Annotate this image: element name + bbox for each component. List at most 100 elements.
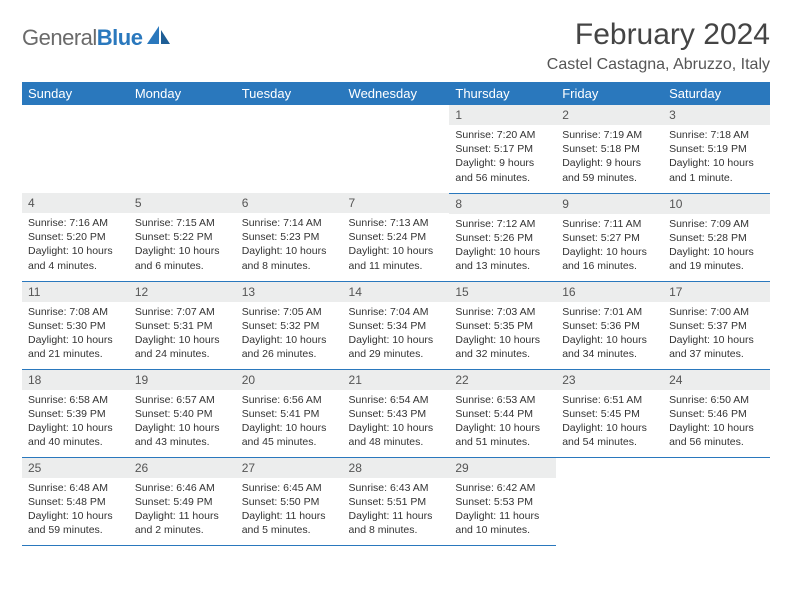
calendar-day [343,105,450,193]
day-details: Sunrise: 7:05 AMSunset: 5:32 PMDaylight:… [236,302,343,366]
daylight-text: Daylight: 10 hours and 34 minutes. [562,333,657,361]
sunset-text: Sunset: 5:28 PM [669,231,764,245]
day-number: 10 [663,194,770,214]
calendar-day: 16Sunrise: 7:01 AMSunset: 5:36 PMDayligh… [556,281,663,369]
daylight-text: Daylight: 9 hours and 59 minutes. [562,156,657,184]
brand-blue: Blue [97,25,143,50]
sunset-text: Sunset: 5:40 PM [135,407,230,421]
day-details: Sunrise: 7:04 AMSunset: 5:34 PMDaylight:… [343,302,450,366]
day-details: Sunrise: 7:14 AMSunset: 5:23 PMDaylight:… [236,213,343,277]
day-details: Sunrise: 7:19 AMSunset: 5:18 PMDaylight:… [556,125,663,189]
calendar-day: 24Sunrise: 6:50 AMSunset: 5:46 PMDayligh… [663,369,770,457]
location-subtitle: Castel Castagna, Abruzzo, Italy [547,56,770,74]
calendar-day [22,105,129,193]
calendar-day: 9Sunrise: 7:11 AMSunset: 5:27 PMDaylight… [556,193,663,281]
sunset-text: Sunset: 5:32 PM [242,319,337,333]
sunset-text: Sunset: 5:23 PM [242,230,337,244]
calendar-day: 27Sunrise: 6:45 AMSunset: 5:50 PMDayligh… [236,457,343,545]
calendar-day [129,105,236,193]
calendar-day: 12Sunrise: 7:07 AMSunset: 5:31 PMDayligh… [129,281,236,369]
sunrise-text: Sunrise: 7:18 AM [669,128,764,142]
day-number: 4 [22,193,129,213]
weekday-header: Thursday [449,82,556,105]
sunset-text: Sunset: 5:31 PM [135,319,230,333]
sunset-text: Sunset: 5:26 PM [455,231,550,245]
day-details: Sunrise: 7:13 AMSunset: 5:24 PMDaylight:… [343,213,450,277]
weekday-header: Saturday [663,82,770,105]
calendar-day: 1Sunrise: 7:20 AMSunset: 5:17 PMDaylight… [449,105,556,193]
day-details: Sunrise: 6:43 AMSunset: 5:51 PMDaylight:… [343,478,450,542]
daylight-text: Daylight: 10 hours and 48 minutes. [349,421,444,449]
calendar-day: 23Sunrise: 6:51 AMSunset: 5:45 PMDayligh… [556,369,663,457]
day-number: 6 [236,193,343,213]
daylight-text: Daylight: 10 hours and 37 minutes. [669,333,764,361]
sunrise-text: Sunrise: 6:58 AM [28,393,123,407]
day-number: 8 [449,194,556,214]
daylight-text: Daylight: 10 hours and 16 minutes. [562,245,657,273]
day-number: 20 [236,370,343,390]
sunset-text: Sunset: 5:35 PM [455,319,550,333]
sunset-text: Sunset: 5:18 PM [562,142,657,156]
calendar-day: 29Sunrise: 6:42 AMSunset: 5:53 PMDayligh… [449,457,556,545]
daylight-text: Daylight: 10 hours and 13 minutes. [455,245,550,273]
page-root: GeneralBlue February 2024 Castel Castagn… [0,0,792,564]
day-number: 3 [663,105,770,125]
day-details: Sunrise: 7:20 AMSunset: 5:17 PMDaylight:… [449,125,556,189]
daylight-text: Daylight: 10 hours and 19 minutes. [669,245,764,273]
sunrise-text: Sunrise: 7:03 AM [455,305,550,319]
day-details: Sunrise: 6:51 AMSunset: 5:45 PMDaylight:… [556,390,663,454]
calendar-day [556,457,663,545]
sunset-text: Sunset: 5:45 PM [562,407,657,421]
daylight-text: Daylight: 11 hours and 5 minutes. [242,509,337,537]
daylight-text: Daylight: 10 hours and 56 minutes. [669,421,764,449]
day-number: 13 [236,282,343,302]
daylight-text: Daylight: 10 hours and 24 minutes. [135,333,230,361]
daylight-text: Daylight: 10 hours and 11 minutes. [349,244,444,272]
day-number: 1 [449,105,556,125]
day-number: 17 [663,282,770,302]
sunrise-text: Sunrise: 7:20 AM [455,128,550,142]
daylight-text: Daylight: 10 hours and 45 minutes. [242,421,337,449]
sunrise-text: Sunrise: 6:48 AM [28,481,123,495]
day-details: Sunrise: 7:16 AMSunset: 5:20 PMDaylight:… [22,213,129,277]
calendar-body: 1Sunrise: 7:20 AMSunset: 5:17 PMDaylight… [22,105,770,545]
sunrise-text: Sunrise: 7:12 AM [455,217,550,231]
daylight-text: Daylight: 11 hours and 8 minutes. [349,509,444,537]
calendar-day: 5Sunrise: 7:15 AMSunset: 5:22 PMDaylight… [129,193,236,281]
day-number: 21 [343,370,450,390]
day-details: Sunrise: 7:12 AMSunset: 5:26 PMDaylight:… [449,214,556,278]
day-details: Sunrise: 7:09 AMSunset: 5:28 PMDaylight:… [663,214,770,278]
sunrise-text: Sunrise: 7:01 AM [562,305,657,319]
day-number: 23 [556,370,663,390]
sunrise-text: Sunrise: 6:54 AM [349,393,444,407]
weekday-header: Monday [129,82,236,105]
calendar-week: 25Sunrise: 6:48 AMSunset: 5:48 PMDayligh… [22,457,770,545]
calendar-day: 18Sunrise: 6:58 AMSunset: 5:39 PMDayligh… [22,369,129,457]
sunrise-text: Sunrise: 7:08 AM [28,305,123,319]
sunrise-text: Sunrise: 7:13 AM [349,216,444,230]
sunset-text: Sunset: 5:37 PM [669,319,764,333]
sunset-text: Sunset: 5:41 PM [242,407,337,421]
day-number: 22 [449,370,556,390]
daylight-text: Daylight: 9 hours and 56 minutes. [455,156,550,184]
sunset-text: Sunset: 5:51 PM [349,495,444,509]
sunrise-text: Sunrise: 6:51 AM [562,393,657,407]
calendar-day: 4Sunrise: 7:16 AMSunset: 5:20 PMDaylight… [22,193,129,281]
calendar-week: 11Sunrise: 7:08 AMSunset: 5:30 PMDayligh… [22,281,770,369]
sunrise-text: Sunrise: 6:57 AM [135,393,230,407]
day-details: Sunrise: 6:53 AMSunset: 5:44 PMDaylight:… [449,390,556,454]
sunrise-text: Sunrise: 6:56 AM [242,393,337,407]
sunrise-text: Sunrise: 7:11 AM [562,217,657,231]
sunrise-text: Sunrise: 7:05 AM [242,305,337,319]
day-details: Sunrise: 6:57 AMSunset: 5:40 PMDaylight:… [129,390,236,454]
sunrise-text: Sunrise: 6:50 AM [669,393,764,407]
day-number: 18 [22,370,129,390]
sail-icon [146,24,172,51]
sunrise-text: Sunrise: 7:16 AM [28,216,123,230]
calendar-day: 2Sunrise: 7:19 AMSunset: 5:18 PMDaylight… [556,105,663,193]
calendar-day: 8Sunrise: 7:12 AMSunset: 5:26 PMDaylight… [449,193,556,281]
sunrise-text: Sunrise: 7:07 AM [135,305,230,319]
calendar-day: 21Sunrise: 6:54 AMSunset: 5:43 PMDayligh… [343,369,450,457]
calendar-day: 22Sunrise: 6:53 AMSunset: 5:44 PMDayligh… [449,369,556,457]
header: GeneralBlue February 2024 Castel Castagn… [22,18,770,74]
